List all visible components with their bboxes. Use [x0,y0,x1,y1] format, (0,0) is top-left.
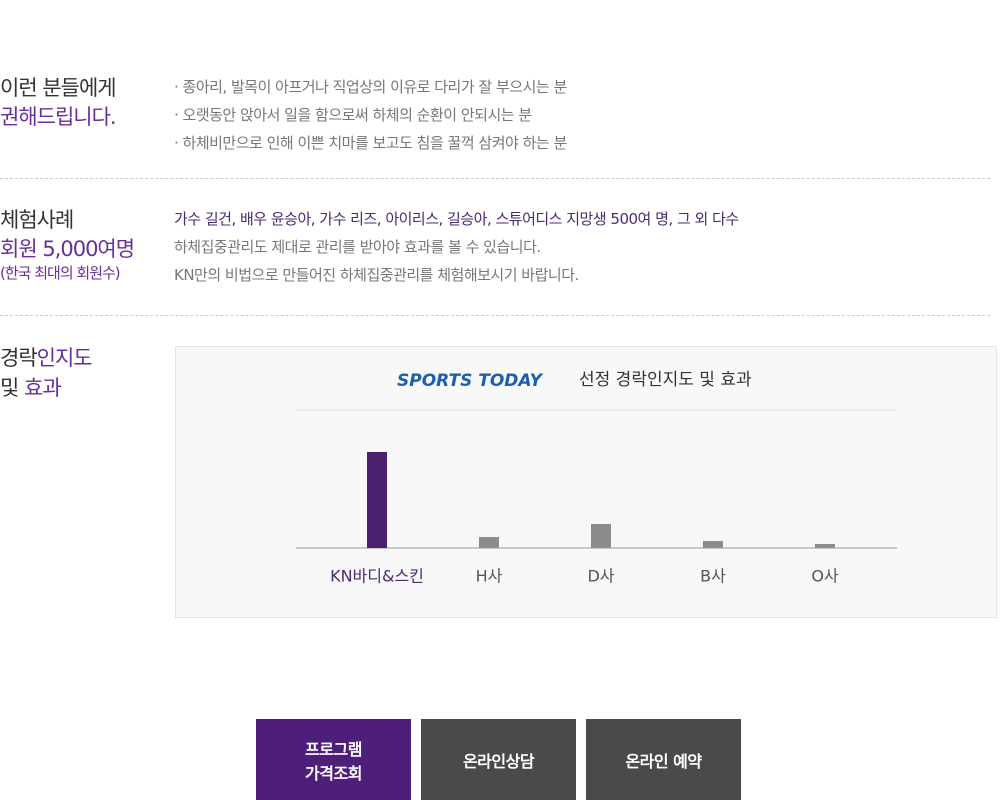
reserve-button[interactable]: 온라인 예약 [586,719,741,800]
x-tick-label: D사 [587,567,614,586]
heading: 권해드립니다. [0,105,117,129]
heading-part: 경락 [0,346,38,370]
heading-note: (한국 최대의 회원수) [0,264,121,282]
heading-part: 효과 [24,376,62,400]
heading: 체험사례 [0,208,74,232]
bar [591,524,611,548]
text: 가수 길건, 배우 윤승아, 가수 리즈, 아이리스, 길승아, 스튜어디스 지… [174,210,739,228]
chart-title: 선정 경락인지도 및 효과 [579,370,752,390]
chart: SPORTS TODAY 선정 경락인지도 및 효과 KN바디&스킨 H사 D사 B사… [175,346,997,618]
divider [0,315,990,316]
heading: 경락인지도 [0,342,93,372]
chart-box [175,346,997,618]
heading-part: 인지도 [36,346,93,370]
x-tick-label: KN바디&스킨 [330,567,424,586]
bar [367,452,387,548]
x-tick-label: O사 [811,567,839,586]
heading: 회원 5,000여명 [0,237,135,261]
text: 하체집중관리도 제대로 관리를 받아야 효과를 볼 수 있습니다. [174,238,541,256]
heading: 및 효과 [0,372,62,402]
divider [0,178,990,179]
heading-part: 및 [0,376,19,400]
x-tick-label: H사 [476,567,503,586]
bullet: · 하체비만으로 인해 이쁜 치마를 보고도 침을 꿀꺽 삼켜야 하는 분 [174,134,567,152]
bullet: · 오랫동안 앉아서 일을 함으로써 하체의 순환이 안되시는 분 [174,106,532,124]
price-button[interactable]: 프로그램 가격조회 [256,719,411,800]
bar [479,537,499,548]
consult-button[interactable]: 온라인상담 [421,719,576,800]
heading: 이런 분들에게 [0,76,117,100]
text: KN만의 비법으로 만들어진 하체집중관리를 체험해보시기 바랍니다. [174,266,579,284]
bar [815,544,835,548]
bullet: · 종아리, 발목이 아프거나 직업상의 이유로 다리가 잘 부으시는 분 [174,78,567,96]
logo: SPORTS TODAY [397,371,544,391]
bar [703,541,723,548]
x-tick-label: B사 [700,567,726,586]
